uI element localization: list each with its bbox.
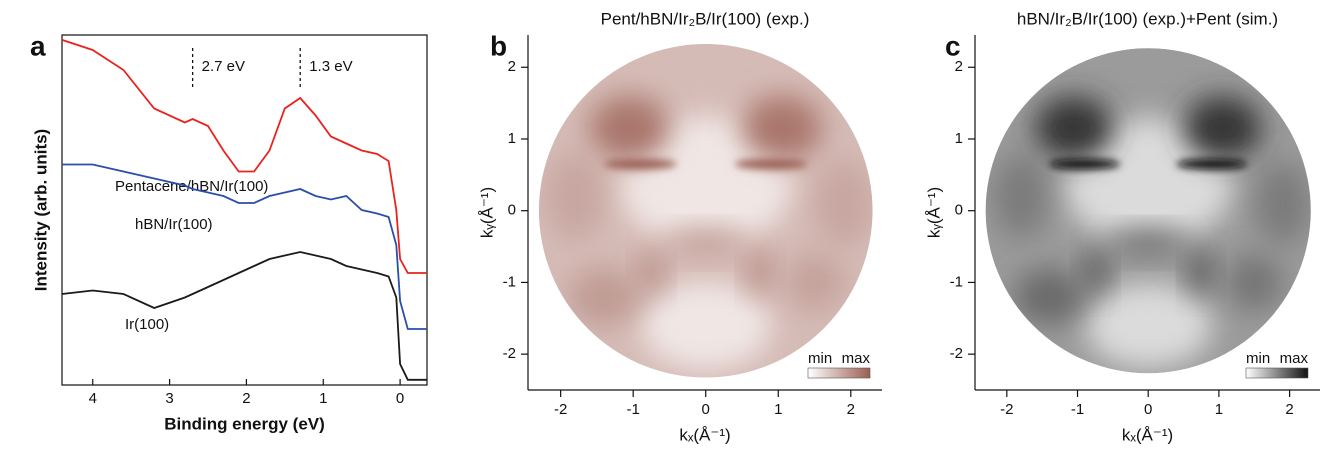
x-tick-label: -1 [627, 401, 640, 418]
map-feature [814, 160, 873, 248]
x-axis-label: Binding energy (eV) [164, 414, 325, 433]
colorbar-label: min [808, 350, 832, 367]
map-feature [785, 253, 844, 312]
momentum-map-image [538, 43, 873, 378]
map-feature [618, 116, 793, 248]
map-streak [734, 159, 808, 170]
map-feature [1254, 161, 1311, 246]
map-feature [1063, 118, 1234, 246]
map-feature [1183, 96, 1262, 161]
y-tick-label: 2 [508, 58, 516, 75]
map-feature [638, 248, 665, 295]
map-feature [1082, 249, 1108, 295]
y-tick-label: 1 [955, 130, 963, 147]
y-tick-label: 0 [955, 202, 963, 219]
x-tick-label: 1 [1215, 401, 1223, 418]
line-series [61, 251, 427, 381]
x-tick-label: 1 [319, 390, 327, 407]
x-tick-label: 2 [1285, 401, 1293, 418]
momentum-map-image [985, 48, 1311, 374]
map-feature [589, 95, 670, 161]
map-feature [992, 153, 1050, 239]
x-tick-label: 2 [847, 401, 855, 418]
y-tick-label: -2 [503, 345, 516, 362]
plot-frame [61, 34, 428, 386]
y-tick-label: 0 [508, 202, 516, 219]
y-tick-label: 1 [508, 130, 516, 147]
series-label: Ir(100) [125, 316, 169, 333]
annotation-label: 1.3 eV [309, 58, 352, 75]
chart-title: hBN/Ir₂B/Ir(100) (exp.)+Pent (sim.) [1017, 9, 1278, 28]
colorbar-label: max [842, 350, 871, 367]
y-tick-label: -1 [950, 273, 963, 290]
x-tick-label: 4 [89, 390, 97, 407]
y-axis-label: Intensity (arb. units) [31, 129, 50, 291]
x-tick-label: 3 [165, 390, 173, 407]
map-feature [1225, 254, 1283, 311]
line-series [61, 39, 427, 274]
map-feature [640, 281, 772, 369]
x-tick-label: -2 [1000, 401, 1013, 418]
colorbar [1245, 367, 1309, 379]
series-label: hBN/Ir(100) [135, 216, 213, 233]
map-feature [1105, 228, 1191, 258]
colorbar-label: min [1246, 350, 1270, 367]
map-streak [1176, 159, 1248, 170]
y-tick-label: 2 [955, 58, 963, 75]
annotation-label: 2.7 eV [202, 58, 245, 75]
y-tick-label: -2 [950, 345, 963, 362]
x-tick-label: 2 [242, 390, 250, 407]
x-tick-label: 1 [774, 401, 782, 418]
map-feature [1035, 96, 1113, 161]
x-tick-label: -1 [1071, 401, 1084, 418]
colorbar-label: max [1280, 350, 1309, 367]
y-axis-label: kᵧ(Å⁻¹) [477, 187, 496, 238]
map-feature [567, 267, 641, 326]
colorbar [807, 367, 871, 379]
map-feature [1013, 268, 1085, 326]
x-tick-label: 0 [702, 401, 710, 418]
map-feature [741, 95, 822, 161]
panel-letter: a [30, 30, 46, 61]
y-axis-label: kᵧ(Å⁻¹) [924, 187, 943, 238]
map-feature [546, 152, 605, 240]
y-tick-label: -1 [503, 273, 516, 290]
x-tick-label: 0 [1144, 401, 1152, 418]
series-label: Pentacene/hBN/Ir(100) [115, 178, 268, 195]
panel-letter: c [945, 30, 961, 61]
map-streak [604, 159, 677, 170]
x-tick-label: -2 [554, 401, 567, 418]
panel-letter: b [490, 30, 507, 61]
map-feature [1084, 283, 1212, 368]
x-axis-label: kₓ(Å⁻¹) [679, 425, 730, 444]
x-axis-label: kₓ(Å⁻¹) [1122, 425, 1173, 444]
map-streak [1049, 159, 1120, 170]
line-series [62, 163, 427, 330]
map-feature [747, 248, 774, 295]
x-tick-label: 0 [396, 390, 404, 407]
chart-title: Pent/hBN/Ir₂B/Ir(100) (exp.) [601, 9, 810, 28]
map-feature [662, 228, 750, 258]
map-feature [1188, 249, 1214, 295]
